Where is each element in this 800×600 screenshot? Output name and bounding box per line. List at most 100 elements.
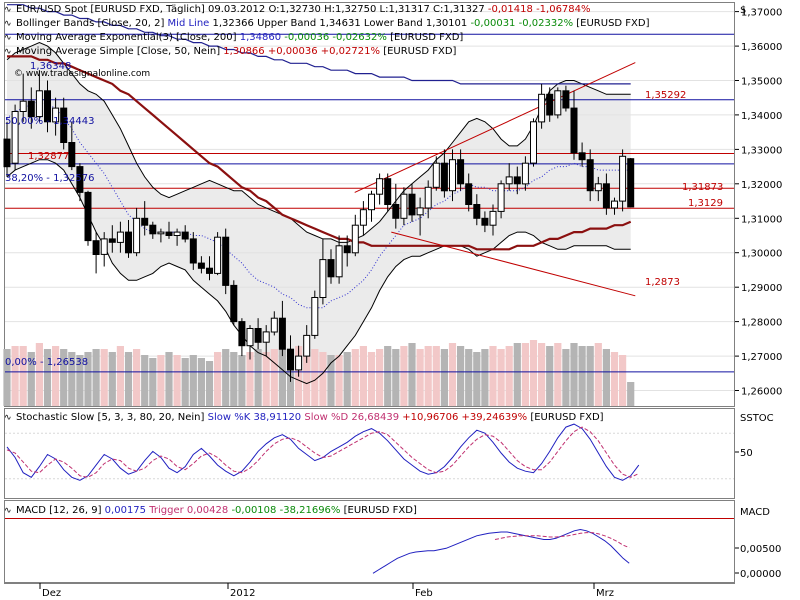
fib0-label: 0,00% - 1,26538 (5, 357, 88, 368)
level-2873-label: 1,2873 (645, 277, 680, 288)
candle-body (481, 217, 489, 226)
volume-bar (546, 346, 554, 406)
macd-label: MACD [12, 26, 9] (16, 505, 102, 516)
candle-body (84, 191, 92, 242)
price-tick-label: 1,27000 (741, 352, 782, 363)
volume-bar (376, 349, 384, 406)
price-axis: 1,37000 1,36000 1,35000 1,34000 1,33000 1,320… (735, 8, 782, 398)
volume-bar (594, 343, 602, 406)
candle-body (68, 142, 76, 168)
candle-body (230, 284, 238, 323)
candle-body (27, 100, 35, 118)
volume-bar (335, 355, 343, 406)
volume-bar (489, 346, 497, 406)
candle-body (586, 159, 594, 192)
volume-bar (84, 352, 92, 406)
candle-body (594, 183, 602, 192)
trendlines (354, 62, 636, 297)
header-change: -0,01418 (487, 4, 533, 15)
header-date: 09.03.2012 (208, 4, 266, 15)
candle-body (513, 176, 521, 185)
volume-bar (570, 343, 578, 406)
volume-bar (538, 343, 546, 406)
price-tick-label: 1,34000 (741, 111, 782, 122)
bb-lower: Lower Band 1,30101 (363, 18, 468, 29)
volume-bar (448, 343, 457, 406)
moving-averages (7, 4, 632, 251)
volume-bar (270, 349, 278, 406)
volume-bar (19, 346, 27, 406)
time-label-mrz: Mrz (596, 588, 614, 599)
candle-body (238, 321, 246, 347)
stoch-change-pct: +39,24639% (461, 412, 528, 423)
candle-body (359, 209, 367, 226)
volume-bar (327, 355, 335, 406)
bb-name: Bollinger Bands [Close, 20, 2] (16, 18, 165, 29)
candle-body (270, 317, 278, 333)
time-axis: Dez 2012 Feb Mrz (39, 583, 614, 599)
volume-bar (76, 355, 84, 406)
volume-bar (473, 352, 481, 406)
candle-body (157, 231, 165, 235)
volume-bar (384, 346, 392, 406)
volume-bar (230, 352, 238, 406)
macd-panel-frame (4, 500, 735, 583)
ema-change: -0,00036 (284, 32, 330, 43)
price-header: ∿ EUR/USD Spot [EURUSD FXD, Täglich] 09.0… (4, 3, 591, 17)
candle-body (116, 231, 124, 243)
sma-change: +0,00036 (267, 46, 318, 57)
candle-body (11, 111, 19, 164)
candle-body (530, 121, 537, 164)
candle-body (141, 217, 149, 226)
chart-line-icon: ∿ (4, 33, 12, 43)
macd-value: 0,00175 (104, 505, 147, 516)
candle-body (303, 334, 311, 357)
volume-bar (529, 340, 538, 406)
volume-bar (43, 349, 52, 406)
price-tick-label: 1,36000 (741, 42, 782, 53)
volume-bar (586, 346, 594, 406)
ema-symbol: [EURUSD FXD] (390, 32, 464, 43)
candle-body (392, 204, 400, 219)
volume-bar (254, 349, 262, 406)
macd-axis-title: MACD (740, 507, 770, 518)
volume-bar (3, 349, 11, 406)
volume-bar (432, 346, 440, 406)
ema-legend: ∿ Moving Average Exponential(3) [Close, 2… (4, 31, 463, 45)
volume-bar (562, 349, 570, 406)
candle-body (262, 331, 270, 343)
header-change-pct: -1,06784% (536, 4, 591, 15)
candle-body (206, 267, 213, 274)
candle-body (440, 162, 448, 192)
level-3129-label: 1,3129 (688, 198, 723, 209)
volume-bar (197, 358, 205, 406)
volume-bar (416, 349, 424, 406)
price-tick-label: 1,30000 (741, 249, 782, 260)
volume-bar (367, 352, 376, 406)
trendline (354, 62, 636, 193)
sma-legend: ∿ Moving Average Simple [Close, 50, Nein]… (4, 45, 456, 59)
fib382-label: 38,20% - 1,32576 (5, 173, 94, 184)
bollinger-fill-area (7, 42, 631, 384)
volume-bar (627, 382, 635, 406)
header-high: H:1,32750 (324, 4, 377, 15)
ema-change-pct: -0,02632% (332, 32, 387, 43)
candle-body (278, 317, 286, 350)
candle-body (327, 259, 335, 278)
bollinger-band-fill (7, 42, 631, 384)
candlesticks (3, 70, 635, 382)
bb-upper: Upper Band 1,34631 (257, 18, 361, 29)
stoch-change: +10,96706 (402, 412, 459, 423)
volume-bar (554, 343, 562, 406)
bb-symbol: [EURUSD FXD] (576, 18, 650, 29)
time-label-dez: Dez (42, 588, 61, 599)
level-35292-label: 1,35292 (645, 90, 686, 101)
volume-bar (278, 349, 286, 406)
candle-body (505, 176, 513, 185)
price-tick-label: 1,35000 (741, 77, 782, 88)
volume-bar (165, 352, 173, 406)
volume-bar (246, 352, 254, 406)
watermark: © www.tradesignalonline.com (14, 69, 150, 79)
volume-bar (157, 355, 165, 406)
